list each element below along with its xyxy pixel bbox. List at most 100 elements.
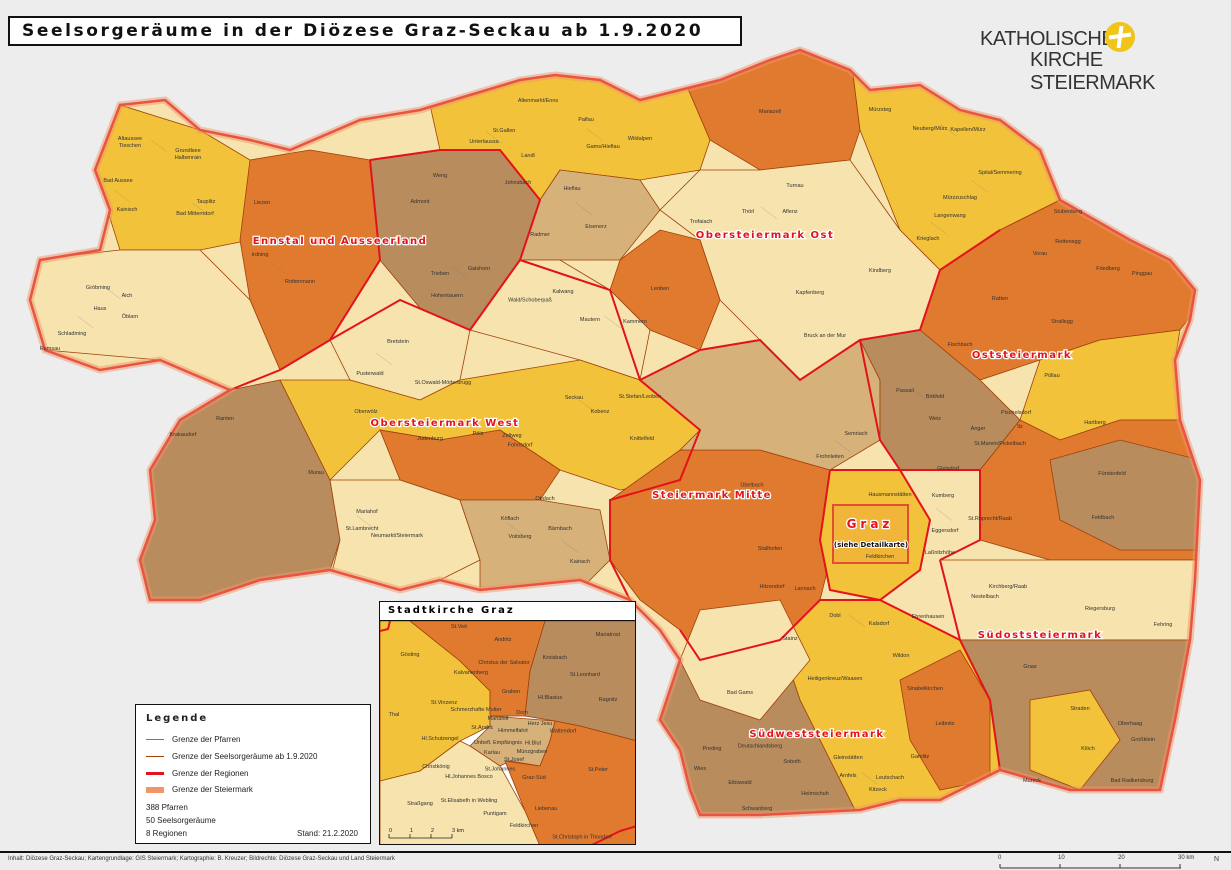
parish-label: Turnau bbox=[786, 183, 803, 189]
parish-border bbox=[911, 388, 929, 402]
parish-border bbox=[114, 190, 131, 203]
inset-parish-label: Feldkirchen bbox=[510, 823, 538, 829]
inset-parish-label: Ragnitz bbox=[599, 697, 618, 703]
parish-border bbox=[1001, 430, 1019, 443]
parish-label: Bad Gams bbox=[727, 690, 753, 696]
inset-parish-label: Hl.Johannes Bosco bbox=[445, 774, 492, 780]
parish-label: Ratten bbox=[992, 296, 1008, 302]
parish-label: Laßnitzhöhe bbox=[925, 550, 955, 556]
parish-label: Wildon bbox=[893, 653, 910, 659]
parish-label: Gnas bbox=[1023, 664, 1036, 670]
parish-label: Tieschen bbox=[119, 143, 141, 149]
inset-scale-label: 1 bbox=[410, 828, 413, 834]
inset-parish-label: Graz-Süd bbox=[522, 775, 546, 781]
inset-parish-label: Gösting bbox=[401, 652, 420, 658]
parish-label: Hartberg bbox=[1084, 420, 1105, 426]
legend-item: Grenze der Regionen bbox=[146, 769, 249, 778]
inset-region-border bbox=[380, 621, 391, 632]
parish-label: Feldbach bbox=[1092, 515, 1115, 521]
inset-parish-label: St.Josef bbox=[504, 757, 524, 763]
parish-label: Kainach bbox=[570, 559, 590, 565]
parish-border bbox=[780, 582, 797, 596]
parish-label: Bruck an der Mur bbox=[804, 333, 846, 339]
parish-label: St.Gallen bbox=[493, 128, 516, 134]
inset-scale-label: 2 bbox=[431, 828, 434, 834]
region-border bbox=[679, 599, 961, 662]
parish-label: Eisenerz bbox=[585, 224, 607, 230]
north-arrow-icon: N bbox=[1214, 856, 1220, 863]
parish-label: Kalwang bbox=[552, 289, 573, 295]
parish-label: St.Ruprecht/Raab bbox=[968, 516, 1012, 522]
scale-bar: 0 10 20 30 km bbox=[996, 855, 1196, 869]
legend-swatch bbox=[146, 755, 164, 758]
parish-label: Ranten bbox=[216, 416, 234, 422]
scale-label: 10 bbox=[1058, 855, 1065, 861]
inset-parish-label: Waltendorf bbox=[550, 729, 577, 735]
parish-label: Semriach bbox=[844, 431, 867, 437]
parish-label: Feldkirchen bbox=[866, 554, 894, 560]
parish-label: St.Stefan/Leoben bbox=[619, 394, 662, 400]
parish-label: Johnsbach bbox=[505, 180, 532, 186]
inset-scale-bar bbox=[388, 834, 453, 839]
parish-border bbox=[356, 515, 373, 528]
parish-label: Trieben bbox=[431, 271, 449, 277]
parish-label: Köflach bbox=[501, 516, 519, 522]
parish-label: St.Marein/Pickelbach bbox=[974, 441, 1026, 447]
parish-label: Gleisdorf bbox=[937, 466, 959, 472]
parish-label: Bärnbach bbox=[548, 526, 572, 532]
parish-label: Obdach bbox=[535, 496, 554, 502]
parish-border bbox=[77, 316, 95, 329]
inset-parish-label: Hl.Schutzengel bbox=[422, 736, 459, 742]
region-label: Obersteiermark Ost bbox=[696, 230, 835, 241]
parish-label: Rottenmann bbox=[285, 279, 315, 285]
parish-label: Tauplitz bbox=[197, 199, 216, 205]
parish-label: Ilz bbox=[1017, 424, 1023, 430]
parish-label: Voitsberg bbox=[509, 534, 532, 540]
parish-label: Hitzendorf bbox=[759, 584, 785, 590]
inset-scale-label: 0 bbox=[389, 828, 392, 834]
legend-label: Grenze der Seelsorgeräume ab 1.9.2020 bbox=[172, 752, 318, 761]
parish-label: Langenwang bbox=[934, 213, 966, 219]
parish-label: Wies bbox=[694, 766, 706, 772]
legend-item: Grenze der Steiermark bbox=[146, 785, 253, 794]
parish-label: Hohentauern bbox=[431, 293, 463, 299]
parish-label: Kapfenberg bbox=[796, 290, 824, 296]
region-label: Südweststeiermark bbox=[749, 729, 884, 740]
inset-parish-label: Andritz bbox=[494, 637, 511, 643]
inset-parish-label: Mariatrost bbox=[596, 632, 621, 638]
seelsorgeraum-area bbox=[1049, 439, 1200, 551]
scale-label: 30 km bbox=[1178, 855, 1195, 861]
parish-label: Fehring bbox=[1154, 622, 1173, 628]
stand-date: Stand: 21.2.2020 bbox=[297, 829, 358, 838]
parish-label: Dobl bbox=[829, 613, 840, 619]
region-label: Graz bbox=[847, 517, 894, 531]
parish-label: Palfau bbox=[578, 117, 594, 123]
parish-label: Stallhofen bbox=[758, 546, 782, 552]
parish-label: Pischelsdorf bbox=[1001, 410, 1031, 416]
parish-label: Fischbach bbox=[947, 342, 972, 348]
parish-border bbox=[561, 540, 579, 553]
parish-label: Fürstenfeld bbox=[1098, 471, 1126, 477]
inset-parish-label: Kroisbach bbox=[543, 655, 567, 661]
parish-label: Altenmarkt/Enns bbox=[518, 98, 559, 104]
parish-label: Bad Radkersburg bbox=[1111, 778, 1154, 784]
parish-border bbox=[104, 286, 121, 300]
parish-border bbox=[271, 263, 289, 276]
inset-parish-label: Münzgraben bbox=[517, 749, 548, 755]
parish-label: Heiligenkreuz/Waasen bbox=[808, 676, 863, 682]
parish-border bbox=[940, 124, 958, 137]
seelsorgeraum-area bbox=[939, 559, 1200, 641]
parish-label: Knittelfeld bbox=[630, 436, 654, 442]
parish-label: Gamlitz bbox=[911, 754, 930, 760]
inset-parish-label: Unbefl. Empfängnis bbox=[474, 740, 522, 746]
region-border bbox=[519, 259, 702, 601]
inset-parish-label: Graben bbox=[502, 689, 520, 695]
parish-label: Kirchberg/Raab bbox=[989, 584, 1027, 590]
inset-parish-label: Christus der Salvator bbox=[478, 660, 530, 666]
inset-map-graz: Stadtkirche Graz 0 1 2 3 km St.Veit Andritz Ma… bbox=[379, 601, 636, 845]
inset-parish-label: Mariahilf bbox=[488, 716, 509, 722]
inset-parish-label: Schmerzhafte Mutter bbox=[450, 707, 501, 713]
parish-border bbox=[192, 202, 209, 216]
inset-parish-label: Kalvarienberg bbox=[454, 670, 488, 676]
